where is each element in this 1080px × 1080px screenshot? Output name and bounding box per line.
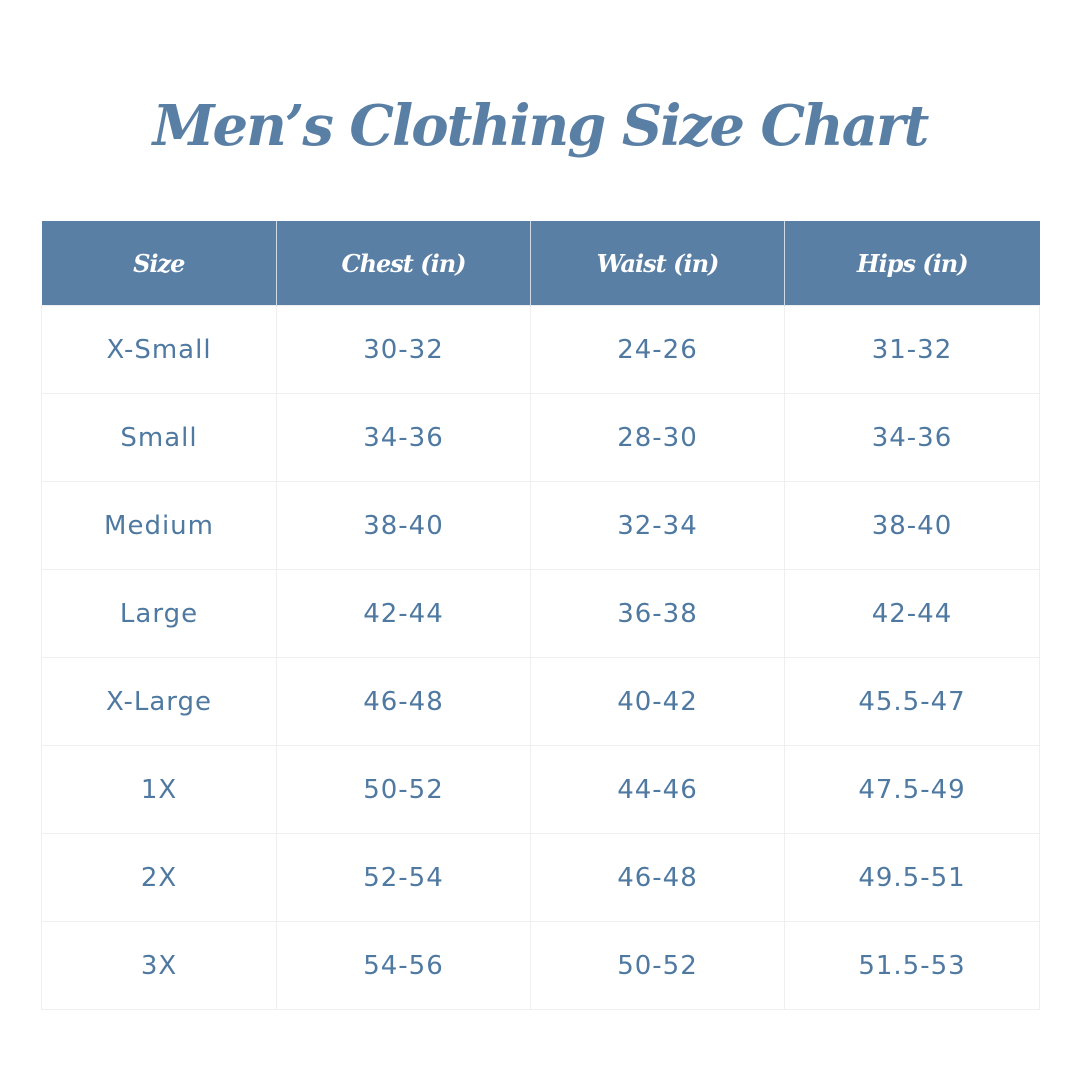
table-row: Small 34-36 28-30 34-36 (41, 393, 1040, 482)
table-header: Size Chest (in) Waist (in) Hips (in) (41, 221, 1040, 306)
chest-cell: 52-54 (276, 833, 531, 922)
table-row: 1X 50-52 44-46 47.5-49 (41, 745, 1040, 834)
size-cell: Medium (41, 481, 277, 570)
chest-cell: 38-40 (276, 481, 531, 570)
size-cell: X-Small (41, 305, 277, 394)
table-row: X-Large 46-48 40-42 45.5-47 (41, 657, 1040, 746)
table-body: X-Small 30-32 24-26 31-32 Small 34-36 28-30 34-… (41, 305, 1040, 1010)
hips-cell: 49.5-51 (784, 833, 1040, 922)
size-chart-table: Size Chest (in) Waist (in) Hips (in) X-Smal… (41, 221, 1040, 1010)
size-cell: 2X (41, 833, 277, 922)
page-title: Men’s Clothing Size Chart (152, 93, 930, 159)
size-cell: X-Large (41, 657, 277, 746)
size-cell: 1X (41, 745, 277, 834)
waist-cell: 32-34 (530, 481, 785, 570)
chest-cell: 50-52 (276, 745, 531, 834)
table-row: X-Small 30-32 24-26 31-32 (41, 305, 1040, 394)
waist-cell: 28-30 (530, 393, 785, 482)
size-cell: Large (41, 569, 277, 658)
chest-cell: 34-36 (276, 393, 531, 482)
table-row: Large 42-44 36-38 42-44 (41, 569, 1040, 658)
header-waist: Waist (in) (530, 221, 785, 306)
hips-cell: 42-44 (784, 569, 1040, 658)
waist-cell: 24-26 (530, 305, 785, 394)
hips-cell: 34-36 (784, 393, 1040, 482)
waist-cell: 44-46 (530, 745, 785, 834)
table-row: 3X 54-56 50-52 51.5-53 (41, 921, 1040, 1010)
size-cell: 3X (41, 921, 277, 1010)
header-row: Size Chest (in) Waist (in) Hips (in) (41, 221, 1040, 306)
hips-cell: 45.5-47 (784, 657, 1040, 746)
waist-cell: 46-48 (530, 833, 785, 922)
hips-cell: 38-40 (784, 481, 1040, 570)
chest-cell: 54-56 (276, 921, 531, 1010)
table-row: 2X 52-54 46-48 49.5-51 (41, 833, 1040, 922)
chest-cell: 30-32 (276, 305, 531, 394)
hips-cell: 51.5-53 (784, 921, 1040, 1010)
chest-cell: 46-48 (276, 657, 531, 746)
header-hips: Hips (in) (784, 221, 1040, 306)
header-size: Size (133, 248, 185, 278)
hips-cell: 31-32 (784, 305, 1040, 394)
chest-cell: 42-44 (276, 569, 531, 658)
size-cell: Small (41, 393, 277, 482)
hips-cell: 47.5-49 (784, 745, 1040, 834)
waist-cell: 40-42 (530, 657, 785, 746)
waist-cell: 50-52 (530, 921, 785, 1010)
waist-cell: 36-38 (530, 569, 785, 658)
header-chest: Chest (in) (276, 221, 531, 306)
table-row: Medium 38-40 32-34 38-40 (41, 481, 1040, 570)
